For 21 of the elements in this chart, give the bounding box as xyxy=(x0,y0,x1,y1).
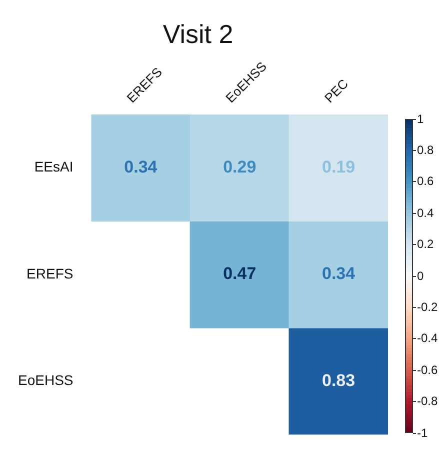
y-tick-label: EEsAI xyxy=(34,158,74,175)
color-bar-label: -0.2 xyxy=(417,300,438,314)
color-bar-label: 1 xyxy=(417,112,424,126)
data-label: 0.34 xyxy=(124,158,158,177)
color-bar-label: 0.8 xyxy=(417,142,434,157)
color-bar-label: -0.8 xyxy=(417,394,438,408)
data-label: 0.47 xyxy=(223,264,256,284)
data-label: 0.83 xyxy=(322,370,356,390)
color-bar-label: 0.6 xyxy=(417,174,434,188)
color-bar-label: 0.2 xyxy=(417,237,434,252)
color-bar-label: -0.6 xyxy=(417,362,438,377)
data-label: 0.29 xyxy=(223,158,256,177)
chart-title: Visit 2 xyxy=(162,18,234,49)
y-tick-label: EREFS xyxy=(26,265,74,282)
data-label: 0.19 xyxy=(322,158,356,177)
data-label: 0.34 xyxy=(322,264,356,284)
color-bar-label: 0.4 xyxy=(417,206,434,220)
color-bar-label: -0.4 xyxy=(417,331,438,346)
y-tick-label: EoEHSS xyxy=(18,372,74,388)
color-bar-label: 0 xyxy=(417,268,424,283)
color-bar-label: -1 xyxy=(417,426,428,440)
